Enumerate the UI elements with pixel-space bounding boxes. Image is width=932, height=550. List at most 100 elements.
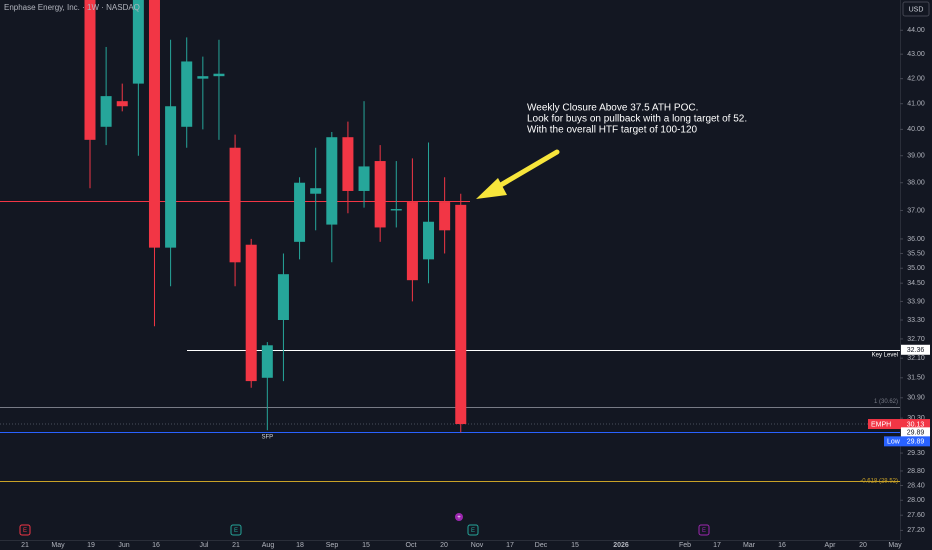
level-label: 1 (30.62) — [874, 399, 898, 405]
y-tick-label: 38.00 — [907, 180, 925, 187]
level-label: Key Level — [872, 352, 898, 358]
candle-body — [342, 137, 354, 191]
price-tag-label: 29.89 — [907, 430, 925, 437]
annotation-line: With the overall HTF target of 100-120 — [527, 125, 698, 136]
candle-body — [84, 0, 96, 140]
chart-title: Enphase Energy, Inc. · 1W · NASDAQ — [4, 3, 140, 12]
event-marker — [230, 524, 242, 536]
y-tick-label: 33.30 — [907, 317, 925, 324]
x-tick-label: Aug — [262, 542, 275, 549]
currency-box[interactable] — [902, 1, 930, 17]
event-marker — [19, 524, 31, 536]
candle-body — [294, 182, 306, 242]
y-tick-label: 40.00 — [907, 126, 925, 133]
candle-body — [310, 188, 322, 194]
arrow — [476, 149, 560, 199]
x-tick-label: Jun — [118, 542, 129, 549]
candle-body — [245, 244, 257, 382]
low-tag-label: Low — [887, 439, 901, 446]
candle-body — [277, 274, 289, 321]
svg-text:+: + — [457, 515, 461, 521]
y-tick-label: 27.60 — [907, 512, 925, 519]
y-tick-label: 30.30 — [907, 415, 925, 422]
annotation-line: Look for buys on pullback with a long ta… — [527, 114, 747, 125]
x-tick-label: 20 — [440, 542, 448, 549]
x-tick-label: Mar — [743, 542, 756, 549]
event-icon[interactable]: + — [455, 513, 463, 521]
low-tag — [884, 436, 930, 447]
candle-body — [423, 221, 435, 260]
y-tick-label: 42.00 — [907, 75, 925, 82]
y-tick-label: 28.40 — [907, 482, 925, 489]
currency: USD — [909, 6, 924, 13]
candle-body — [213, 73, 225, 77]
y-tick-label: 44.00 — [907, 27, 925, 34]
candle-body — [261, 345, 273, 378]
candle-body — [181, 61, 193, 127]
symbol-tag — [868, 419, 930, 430]
y-tick-label: 36.00 — [907, 236, 925, 243]
y-tick-label: 32.10 — [907, 355, 925, 362]
candle-body — [358, 166, 370, 191]
candle-body — [116, 101, 128, 107]
price-tag — [901, 427, 930, 438]
x-tick-label: 20 — [859, 542, 867, 549]
event-label: E — [702, 528, 706, 534]
x-tick-label: Sep — [326, 542, 339, 549]
candle-body — [406, 202, 418, 281]
candle-body — [132, 0, 144, 84]
x-tick-label: 18 — [296, 542, 304, 549]
candle-body — [374, 161, 386, 228]
candle-body — [197, 76, 209, 79]
price-tag-label: 32.36 — [907, 347, 925, 354]
y-tick-label: 29.30 — [907, 450, 925, 457]
x-tick-label: May — [888, 542, 902, 549]
x-tick-label: 21 — [21, 542, 29, 549]
price-tag-label: 30.13 — [907, 421, 925, 428]
x-tick-label: Oct — [406, 542, 417, 549]
price-tag-label: 29.89 — [907, 439, 925, 446]
event-label: E — [471, 528, 475, 534]
x-tick-label: 16 — [152, 542, 160, 549]
x-tick-label: Feb — [679, 542, 691, 549]
event-marker — [698, 524, 710, 536]
y-tick-label: 33.90 — [907, 298, 925, 305]
y-tick-label: 43.00 — [907, 51, 925, 58]
x-tick-label: 19 — [87, 542, 95, 549]
y-tick-label: 27.20 — [907, 527, 925, 534]
level-label: -0.618 (28.52) — [860, 479, 898, 485]
x-tick-label: 15 — [362, 542, 370, 549]
y-tick-label: 39.00 — [907, 153, 925, 160]
x-tick-label: 15 — [571, 542, 579, 549]
event-label: E — [23, 528, 27, 534]
x-tick-label: 2026 — [613, 542, 629, 549]
symbol-tag-label: EMPH — [871, 421, 891, 428]
event-marker — [467, 524, 479, 536]
x-tick-label: May — [51, 542, 65, 549]
x-tick-label: Jul — [200, 542, 209, 549]
candle-body — [390, 209, 402, 211]
sfp-label: SFP — [261, 435, 273, 441]
candle-body — [326, 137, 338, 225]
y-tick-label: 35.00 — [907, 265, 925, 272]
y-tick-label: 28.00 — [907, 497, 925, 504]
event-label: E — [234, 528, 238, 534]
x-tick-label: Dec — [535, 542, 548, 549]
y-tick-label: 37.00 — [907, 207, 925, 214]
x-tick-label: 17 — [713, 542, 721, 549]
candle-body — [100, 96, 112, 127]
candle-body — [439, 202, 451, 231]
y-tick-label: 35.50 — [907, 250, 925, 257]
y-tick-label: 30.90 — [907, 395, 925, 402]
annotation-line: Weekly Closure Above 37.5 ATH POC. — [527, 103, 698, 114]
y-tick-label: 34.50 — [907, 280, 925, 287]
x-tick-label: 17 — [506, 542, 514, 549]
candle-body — [455, 204, 467, 425]
candle-body — [165, 106, 177, 248]
y-tick-label: 32.70 — [907, 336, 925, 343]
price-tag — [901, 344, 930, 355]
x-tick-label: 16 — [778, 542, 786, 549]
y-tick-label: 31.50 — [907, 375, 925, 382]
x-tick-label: 21 — [232, 542, 240, 549]
